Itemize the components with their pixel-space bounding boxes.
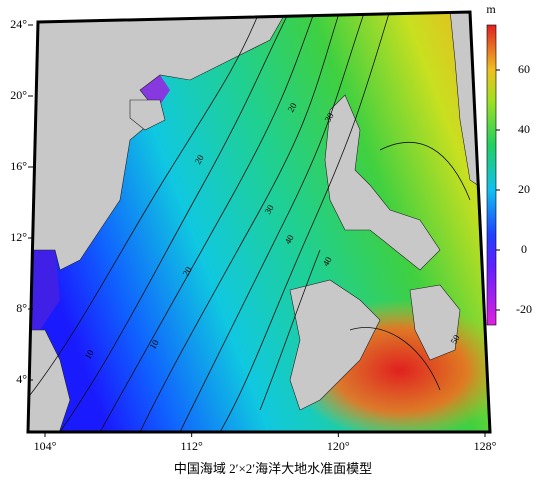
colorbar — [486, 24, 497, 326]
lon-tick-label: 120° — [327, 439, 350, 453]
land — [28, 12, 490, 432]
contours — [29, 12, 471, 432]
caption: 中国海域 2′×2′海洋大地水准面模型 — [174, 461, 372, 476]
colorbar-tick-label: -20 — [516, 302, 532, 316]
colorbar-unit: m — [486, 2, 496, 16]
colorbar-tick-label: 60 — [518, 62, 530, 76]
map-frame — [26, 10, 492, 434]
lat-tick-label: 4° — [16, 372, 27, 386]
lat-tick-label: 20° — [10, 88, 27, 102]
lon-tick-label: 104° — [34, 439, 57, 453]
lat-tick-label: 16° — [10, 159, 27, 173]
lon-tick-label: 112° — [180, 439, 203, 453]
colorbar-tick-label: 40 — [518, 122, 530, 136]
lat-tick-label: 24° — [10, 17, 27, 31]
lat-tick-label: 8° — [16, 301, 27, 315]
colorbar-tick-label: 0 — [521, 242, 527, 256]
lat-tick-label: 12° — [10, 230, 27, 244]
lon-tick-label: 128° — [474, 439, 497, 453]
map-area — [28, 12, 490, 432]
colorbar-tick-label: 20 — [518, 182, 530, 196]
